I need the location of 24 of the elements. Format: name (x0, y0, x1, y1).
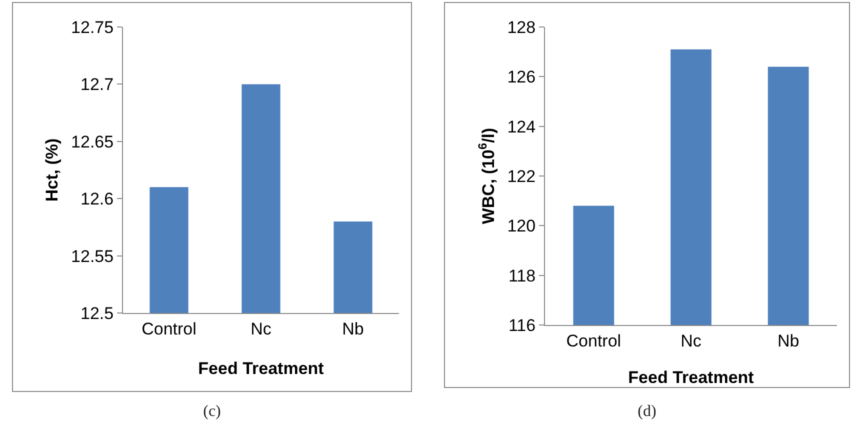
y-tick-label: 12.7 (80, 75, 114, 94)
y-tick-label: 12.65 (71, 132, 114, 152)
x-axis-title: Feed Treatment (198, 359, 324, 378)
x-tick-label: Nc (680, 331, 702, 350)
text: (c) (202, 403, 222, 421)
y-tick-label: 128 (507, 18, 536, 37)
y-tick-label: 12.75 (71, 18, 114, 37)
y-tick-label: 126 (507, 68, 536, 87)
y-tick-label: 124 (507, 117, 536, 136)
y-tick-label: 12.5 (80, 304, 114, 323)
y-tick-label: 118 (508, 266, 536, 286)
text: (d) (636, 403, 658, 421)
x-tick-label: Control (566, 331, 622, 350)
x-tick-label: Nb (777, 331, 800, 350)
x-tick-label: Nb (342, 319, 364, 338)
y-tick-label: 116 (508, 316, 536, 335)
y-tick-label: 12.55 (71, 246, 114, 266)
x-tick-label: Nc (250, 319, 272, 338)
y-tick-label: 120 (507, 216, 536, 236)
x-axis-title: Feed Treatment (628, 368, 754, 387)
x-tick-label: Control (142, 319, 196, 338)
y-tick-label: 122 (507, 166, 536, 186)
y-axis-title: Hct, (%) (42, 138, 62, 202)
y-tick-label: 12.6 (80, 190, 114, 209)
